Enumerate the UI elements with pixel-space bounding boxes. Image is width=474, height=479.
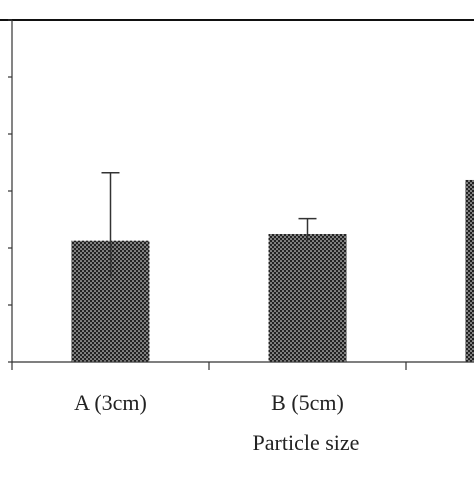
x-tick-label-b: B (5cm) — [271, 390, 344, 415]
x-tick-label-a: A (3cm) — [74, 390, 147, 415]
x-axis-title: Particle size — [253, 430, 360, 455]
bar-b — [269, 234, 347, 362]
bar-c — [466, 180, 474, 362]
